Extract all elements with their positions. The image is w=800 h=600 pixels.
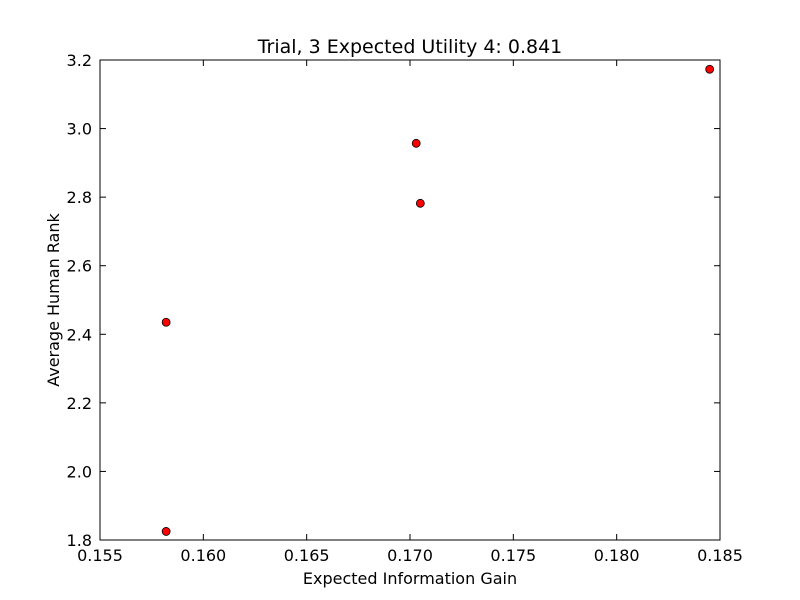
data-point [161,527,171,536]
x-tick-label: 0.160 [180,546,226,565]
y-tick-label: 2.8 [67,188,92,207]
axis-ticks: 0.155 0.160 0.165 0.170 0.175 0.180 0.185 1.8 2.… [67,51,743,565]
x-tick-label: 0.170 [387,546,433,565]
x-tick-label: 0.155 [77,546,123,565]
y-tick-label: 3.0 [67,120,92,139]
chart-title: Trial, 3 Expected Utility 4: 0.841 [257,36,563,58]
x-tick-label: 0.180 [594,546,640,565]
x-tick-label: 0.185 [697,546,743,565]
y-tick-label: 1.8 [67,531,92,550]
x-tick-label: 0.175 [490,546,536,565]
y-tick-label: 2.6 [67,257,92,276]
data-point [415,198,425,208]
y-axis-label: Average Human Rank [44,212,63,386]
y-tick-label: 2.4 [67,325,92,344]
x-tick-label: 0.165 [284,546,330,565]
data-point [705,64,715,74]
y-tick-label: 2.2 [67,394,92,413]
x-axis-label: Expected Information Gain [303,569,517,588]
y-tick-label: 2.0 [67,462,92,481]
data-point [411,138,421,148]
y-tick-label: 3.2 [67,51,92,70]
data-point [161,317,171,327]
data-points [161,64,715,536]
plot-frame [99,59,721,541]
